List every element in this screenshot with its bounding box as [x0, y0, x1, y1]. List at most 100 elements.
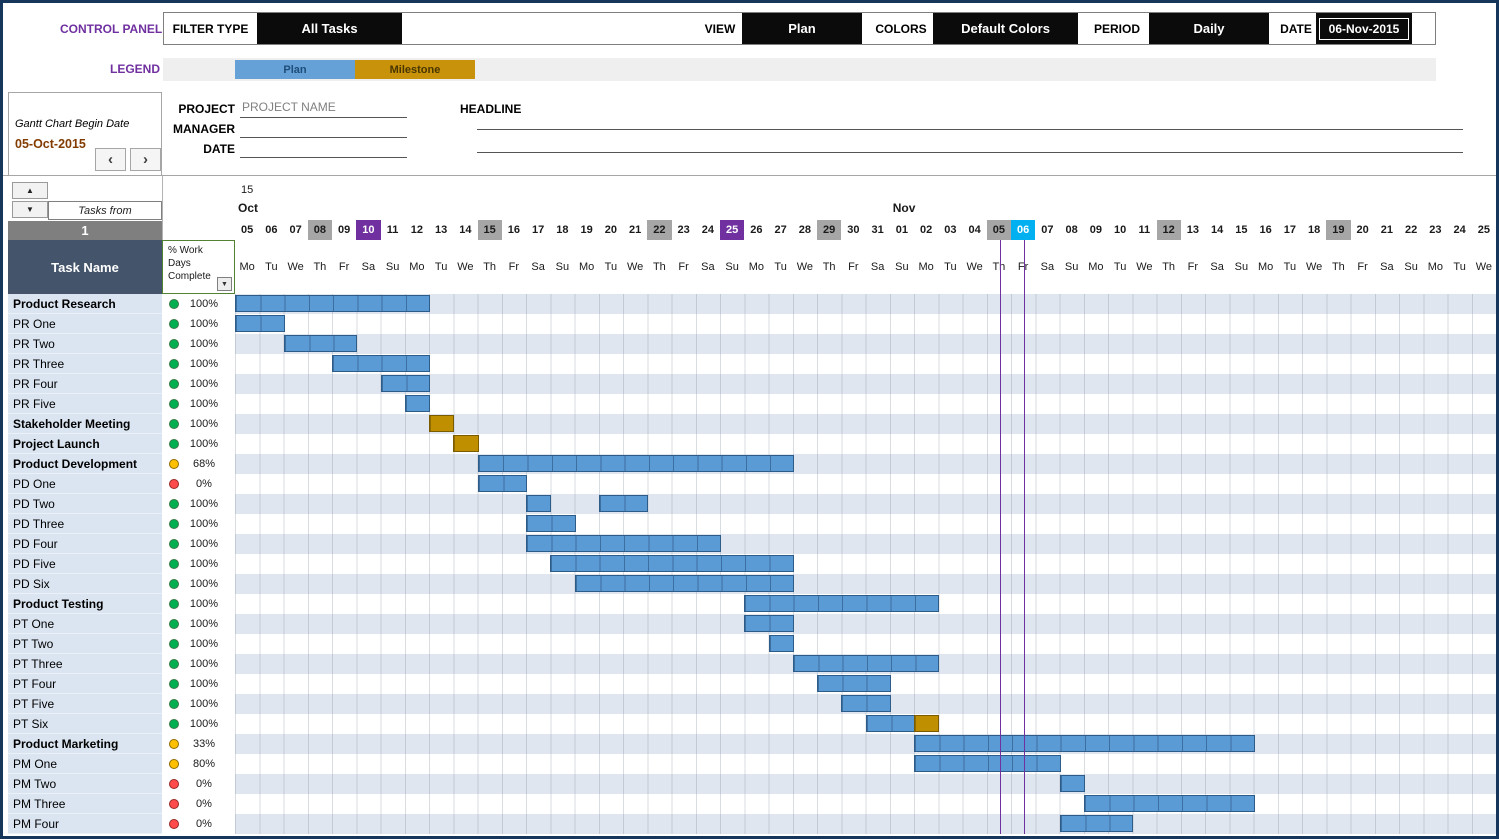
control-panel-gap: [1078, 13, 1085, 44]
task-row: PM Three 0%: [8, 794, 1496, 814]
gantt-bar-milestone: [429, 415, 455, 432]
filter-dropdown-button[interactable]: ▼: [217, 277, 232, 291]
task-name-cell[interactable]: Product Development: [8, 454, 162, 474]
date-header-row: 05 06 07 08 09 10 11 12 13 14 15 16 17 18 19 20 21 22 23 24…: [235, 220, 1496, 240]
scroll-right-button[interactable]: ›: [130, 148, 161, 171]
gantt-row: [235, 654, 1496, 674]
task-name-cell[interactable]: PM Two: [8, 774, 162, 794]
task-name-cell[interactable]: PD Three: [8, 514, 162, 534]
task-name-cell[interactable]: PR One: [8, 314, 162, 334]
headline-field-2[interactable]: [477, 135, 1463, 153]
date-cell: 09: [1089, 224, 1102, 236]
task-name-cell[interactable]: Stakeholder Meeting: [8, 414, 162, 434]
gantt-bar-plan: [526, 535, 721, 552]
task-name-cell[interactable]: PT Two: [8, 634, 162, 654]
date-cell: 12: [1156, 220, 1181, 240]
date-button[interactable]: 06-Nov-2015: [1316, 13, 1412, 44]
task-status-cell: 100%: [162, 354, 235, 374]
task-name-cell[interactable]: PT One: [8, 614, 162, 634]
scroll-left-button[interactable]: ‹: [95, 148, 126, 171]
progress-header: % Work Days Complete ▼: [162, 240, 235, 294]
percent-complete: 100%: [189, 418, 219, 430]
gantt-bar-plan: [526, 515, 576, 532]
percent-complete: 100%: [189, 718, 219, 730]
task-name-cell[interactable]: PD Two: [8, 494, 162, 514]
gantt-bar-plan: [477, 455, 794, 472]
weekday-cell: Fr: [338, 261, 350, 273]
task-name-cell[interactable]: PT Five: [8, 694, 162, 714]
task-name-cell[interactable]: PM Three: [8, 794, 162, 814]
filter-type-button[interactable]: All Tasks: [257, 13, 402, 44]
manager-field[interactable]: [240, 120, 407, 138]
gantt-row: [235, 474, 1496, 494]
task-row: PT One 100%: [8, 614, 1496, 634]
scroll-down-button[interactable]: ▼: [12, 201, 48, 218]
gantt-row: [235, 494, 1496, 514]
today-marker-line: [1024, 240, 1026, 834]
weekday-cell: Mo: [1427, 261, 1444, 273]
headline-field-1[interactable]: [477, 112, 1463, 130]
status-dot-green: [169, 639, 179, 649]
task-name-cell[interactable]: Product Marketing: [8, 734, 162, 754]
status-dot-green: [169, 359, 179, 369]
date-cell: 19: [1326, 220, 1351, 240]
task-status-cell: 100%: [162, 434, 235, 454]
task-name-cell[interactable]: PR Two: [8, 334, 162, 354]
task-name-cell[interactable]: PT Three: [8, 654, 162, 674]
view-button[interactable]: Plan: [742, 13, 862, 44]
task-name-cell[interactable]: PM Four: [8, 814, 162, 834]
gantt-row: [235, 534, 1496, 554]
headline-label: HEADLINE: [460, 102, 522, 116]
scroll-up-button[interactable]: ▲: [12, 182, 48, 199]
task-name-cell[interactable]: PR Four: [8, 374, 162, 394]
period-button[interactable]: Daily: [1149, 13, 1269, 44]
task-name-cell[interactable]: Product Testing: [8, 594, 162, 614]
arrow-down-icon: ▼: [26, 205, 34, 214]
task-status-cell: 100%: [162, 654, 235, 674]
date-cell: 28: [798, 224, 811, 236]
status-dot-green: [169, 579, 179, 589]
task-name-cell[interactable]: PD Four: [8, 534, 162, 554]
task-row: PD Three 100%: [8, 514, 1496, 534]
date-cell: 22: [1405, 224, 1418, 236]
gantt-row: [235, 734, 1496, 754]
task-name-cell[interactable]: PR Five: [8, 394, 162, 414]
task-name-cell[interactable]: Product Research: [8, 294, 162, 314]
status-dot-red: [169, 479, 179, 489]
gantt-bar-plan: [550, 555, 794, 572]
task-name-cell[interactable]: Project Launch: [8, 434, 162, 454]
percent-complete: 100%: [189, 658, 219, 670]
task-name-cell[interactable]: PR Three: [8, 354, 162, 374]
date-cell: 16: [1259, 224, 1272, 236]
task-name-cell[interactable]: PT Four: [8, 674, 162, 694]
task-name-cell[interactable]: PD One: [8, 474, 162, 494]
percent-complete: 68%: [192, 458, 216, 470]
section-divider: [3, 175, 1496, 176]
task-status-cell: 100%: [162, 314, 235, 334]
status-dot-green: [169, 699, 179, 709]
percent-complete: 80%: [192, 758, 216, 770]
task-row: PR Three 100%: [8, 354, 1496, 374]
date-field[interactable]: [240, 140, 407, 158]
colors-button[interactable]: Default Colors: [933, 13, 1078, 44]
month-row: Oct Nov: [235, 201, 1496, 218]
gantt-bar-plan: [865, 715, 915, 732]
project-name-field[interactable]: PROJECT NAME: [240, 100, 407, 118]
task-name-cell[interactable]: PD Five: [8, 554, 162, 574]
task-name-header: Task Name: [8, 240, 162, 294]
control-panel-gap: [1269, 13, 1276, 44]
gantt-bar-plan: [598, 495, 649, 512]
gantt-bar-plan: [744, 595, 940, 612]
task-name-cell[interactable]: PT Six: [8, 714, 162, 734]
gantt-bar-plan: [235, 295, 430, 312]
date-label: DATE: [1280, 21, 1312, 36]
begin-date-panel: Gantt Chart Begin Date 05-Oct-2015 ‹ ›: [8, 92, 162, 176]
task-name-cell[interactable]: PM One: [8, 754, 162, 774]
task-name-cell[interactable]: PD Six: [8, 574, 162, 594]
gantt-row: [235, 294, 1496, 314]
date-cell: 15: [1235, 224, 1248, 236]
gantt-bar-plan: [283, 335, 358, 352]
task-row: Product Marketing 33%: [8, 734, 1496, 754]
weekday-cell: Th: [483, 261, 497, 273]
weekday-cell: Fr: [1017, 261, 1029, 273]
